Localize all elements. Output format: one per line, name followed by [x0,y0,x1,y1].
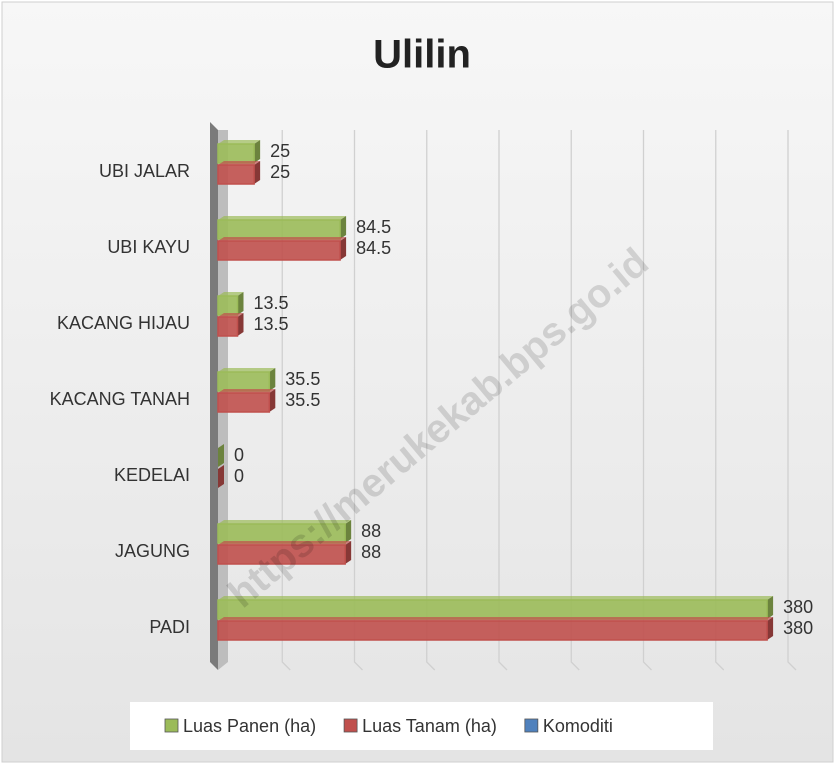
bar-side [340,237,347,260]
grid-line [426,130,436,671]
bar [217,164,255,185]
y-tick-label: JAGUNG [115,541,190,561]
legend-label: Komoditi [543,716,613,736]
data-label: 0 [234,466,244,486]
legend-swatch [343,718,358,733]
y-tick-label: PADI [149,617,190,637]
data-label: 25 [270,162,290,182]
bar-side [767,596,774,619]
data-label: 25 [270,141,290,161]
bar-top [218,389,276,393]
grid [281,130,797,671]
data-label: 88 [361,521,381,541]
legend: Luas Panen (ha) Luas Tanam (ha) Komoditi [164,716,613,736]
bar-top [218,596,774,600]
y-tick-label: KACANG TANAH [50,389,190,409]
bar-side [237,313,244,336]
bar [217,240,341,261]
bar-side [345,541,352,564]
bar [217,143,255,164]
data-label: 88 [361,542,381,562]
grid-line [498,130,508,671]
data-label: 0 [234,445,244,465]
bar-top [218,617,774,621]
bar-side [767,617,774,640]
bar-top [218,520,352,524]
grid-line [715,130,725,671]
bar-side [340,216,347,239]
bar-side [254,140,261,163]
bar-side [269,389,276,412]
bar-top [218,237,347,241]
bar-side [218,444,224,467]
grid-line [570,130,580,671]
bar-top [218,161,261,165]
legend-swatch [164,718,179,733]
bar-side [218,465,224,488]
bar [217,392,271,413]
bar [217,316,239,337]
bar [217,544,346,565]
data-label: 35.5 [285,369,320,389]
grid-line [787,130,797,671]
bar-top [218,216,347,220]
bar-side [237,292,244,315]
y-tick-label: KACANG HIJAU [57,313,190,333]
legend-swatch [524,718,539,733]
bar [217,295,239,316]
y-tick-label: UBI KAYU [107,237,190,257]
data-label: 380 [783,597,813,617]
data-label: 84.5 [356,217,391,237]
bar-top [218,541,352,545]
y-tick-label: UBI JALAR [99,161,190,181]
bar-side [269,368,276,391]
bar-top [218,313,244,317]
chart-title: Ulilin [373,33,471,77]
grid-line [353,130,363,671]
bar-top [218,292,244,296]
data-label: 35.5 [285,390,320,410]
bar-top [218,368,276,372]
grid-line [281,130,291,671]
bar [217,599,768,620]
bar [217,219,341,240]
legend-box [130,702,713,750]
data-label: 380 [783,618,813,638]
y-tick-label: KEDELAI [114,465,190,485]
bar-side [254,161,261,184]
axis-wall [210,122,218,670]
legend-label: Luas Panen (ha) [183,716,316,736]
data-label: 13.5 [254,293,289,313]
data-label: 13.5 [254,314,289,334]
data-label: 84.5 [356,238,391,258]
bar [217,371,271,392]
bar-top [218,140,261,144]
legend-label: Luas Tanam (ha) [362,716,497,736]
bar [217,620,768,641]
grid-line [642,130,652,671]
bar-side [345,520,352,543]
